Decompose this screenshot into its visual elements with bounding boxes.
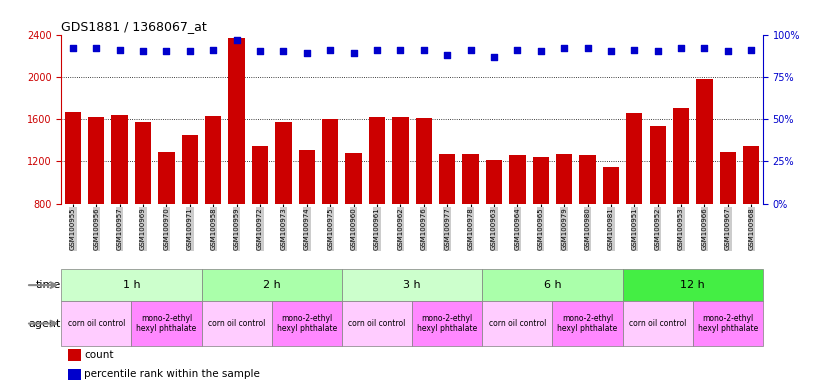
Bar (345, 153, 361, 204)
Bar (158, 152, 175, 204)
Point (651, 48, 664, 55)
Bar (322, 119, 339, 204)
Text: 3 h: 3 h (403, 280, 421, 290)
Bar (228, 38, 245, 204)
Text: time: time (36, 280, 61, 290)
Bar (650, 126, 666, 204)
Bar (693, 301, 763, 346)
Bar (603, 167, 619, 204)
Bar (61, 301, 131, 346)
Bar (556, 154, 572, 204)
Bar (623, 269, 763, 301)
Point (324, 47, 337, 53)
Text: mono-2-ethyl
hexyl phthalate: mono-2-ethyl hexyl phthalate (136, 314, 197, 333)
Point (464, 47, 477, 53)
Point (628, 47, 641, 53)
Point (698, 45, 711, 51)
Text: corn oil control: corn oil control (68, 319, 125, 328)
Point (534, 48, 548, 55)
Point (347, 50, 360, 56)
Text: corn oil control: corn oil control (629, 319, 686, 328)
Bar (61, 269, 202, 301)
Point (254, 48, 267, 55)
Text: mono-2-ethyl
hexyl phthalate: mono-2-ethyl hexyl phthalate (557, 314, 618, 333)
Bar (412, 301, 482, 346)
Point (487, 53, 500, 60)
Point (441, 52, 454, 58)
Bar (623, 301, 693, 346)
Point (113, 47, 126, 53)
Point (745, 47, 758, 53)
Bar (205, 116, 221, 204)
Point (675, 45, 688, 51)
Bar (64, 112, 81, 204)
Bar (579, 155, 596, 204)
Bar (69, 349, 81, 361)
Text: percentile rank within the sample: percentile rank within the sample (84, 369, 260, 379)
Bar (252, 147, 268, 204)
Text: 12 h: 12 h (681, 280, 705, 290)
Bar (720, 152, 736, 204)
Bar (482, 269, 623, 301)
Text: corn oil control: corn oil control (208, 319, 265, 328)
Bar (533, 157, 549, 204)
Bar (202, 269, 342, 301)
Bar (463, 154, 479, 204)
Bar (439, 154, 455, 204)
Bar (272, 301, 342, 346)
Point (160, 48, 173, 55)
Bar (392, 117, 409, 204)
Bar (131, 301, 202, 346)
Point (230, 36, 243, 43)
Text: mono-2-ethyl
hexyl phthalate: mono-2-ethyl hexyl phthalate (417, 314, 477, 333)
Bar (552, 301, 623, 346)
Bar (696, 79, 712, 204)
Text: corn oil control: corn oil control (489, 319, 546, 328)
Point (66, 45, 79, 51)
Bar (342, 269, 482, 301)
Point (417, 47, 430, 53)
Text: 6 h: 6 h (543, 280, 561, 290)
Bar (509, 155, 526, 204)
Text: mono-2-ethyl
hexyl phthalate: mono-2-ethyl hexyl phthalate (698, 314, 758, 333)
Text: mono-2-ethyl
hexyl phthalate: mono-2-ethyl hexyl phthalate (277, 314, 337, 333)
Bar (299, 150, 315, 204)
Text: corn oil control: corn oil control (348, 319, 406, 328)
Text: 2 h: 2 h (263, 280, 281, 290)
Bar (112, 115, 128, 204)
Bar (69, 369, 81, 380)
Bar (135, 122, 151, 204)
Bar (415, 118, 432, 204)
Point (90, 45, 103, 51)
Bar (88, 117, 104, 204)
Bar (369, 117, 385, 204)
Bar (202, 301, 272, 346)
Point (206, 47, 220, 53)
Point (136, 48, 149, 55)
Bar (342, 301, 412, 346)
Text: GDS1881 / 1368067_at: GDS1881 / 1368067_at (61, 20, 207, 33)
Bar (743, 147, 760, 204)
Text: agent: agent (29, 318, 61, 329)
Text: count: count (84, 350, 114, 360)
Point (581, 45, 594, 51)
Point (394, 47, 407, 53)
Bar (482, 301, 552, 346)
Point (511, 47, 524, 53)
Bar (182, 135, 198, 204)
Point (300, 50, 313, 56)
Point (557, 45, 570, 51)
Point (721, 48, 734, 55)
Text: 1 h: 1 h (122, 280, 140, 290)
Bar (486, 160, 502, 204)
Point (277, 48, 290, 55)
Bar (626, 113, 642, 204)
Point (184, 48, 197, 55)
Bar (275, 122, 291, 204)
Point (370, 47, 384, 53)
Point (605, 48, 618, 55)
Bar (673, 109, 690, 204)
